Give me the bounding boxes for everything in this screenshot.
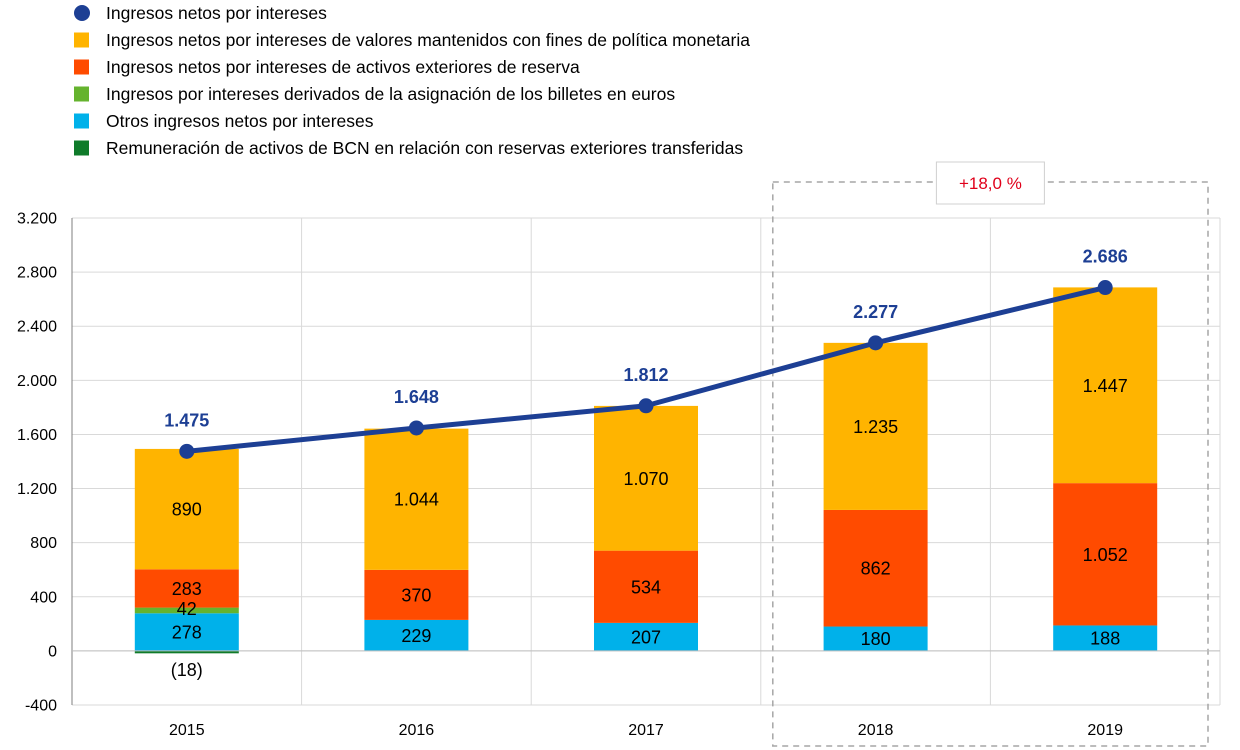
legend-label: Ingresos por intereses derivados de la a… [106,84,675,104]
y-tick-label: 2.800 [17,265,57,282]
y-tick-label: 800 [30,535,57,552]
bar-value-label: (18) [171,660,203,680]
annotation-label: +18,0 % [959,174,1022,193]
x-tick-label: 2016 [399,722,435,739]
legend: Ingresos netos por intereses Ingresos net… [74,3,750,158]
x-tick-label: 2018 [858,722,894,739]
line-point [408,420,424,436]
bar-value-label: 1.447 [1083,376,1128,396]
bar-segment [134,569,239,608]
bar-value-label: 534 [631,577,661,597]
x-tick-label: 2015 [169,722,205,739]
total-value-label: 2.686 [1083,247,1128,267]
bar-segment [1053,287,1158,484]
bar-value-label: 283 [172,579,202,599]
y-tick-label: 1.600 [17,427,57,444]
total-value-label: 1.475 [164,410,209,430]
bar-value-label: 1.044 [394,490,439,510]
y-tick-label: -400 [25,698,57,715]
y-tick-label: 2.000 [17,373,57,390]
bar-value-label: 1.070 [623,469,668,489]
total-line [179,280,1113,459]
bars [134,287,1158,654]
bar-segment [594,405,698,551]
y-tick-label: 2.400 [17,319,57,336]
total-value-label: 1.812 [623,365,668,385]
legend-label: Ingresos netos por intereses [106,3,327,23]
legend-marker-circle [74,5,90,21]
legend-swatch [74,140,89,156]
bar-segment [364,619,469,651]
y-tick-label: 3.200 [17,211,57,228]
legend-label: Remuneración de activos de BCN en relaci… [106,138,743,158]
annotation-dashed-box [772,181,1209,747]
bar-value-label: 370 [401,585,431,605]
line-point [179,443,195,459]
bar-value-label: 1.052 [1083,545,1128,565]
bar-segment [594,550,698,623]
bar-value-label: 42 [177,599,197,619]
bar-value-label: 862 [861,559,891,579]
y-tick-label: 400 [30,589,57,606]
axes: -400 0 400 800 1.200 1.600 2.000 2.400 2.800 3.20… [17,211,1220,739]
bar-value-label: 1.235 [853,417,898,437]
bar-segment [823,509,928,627]
bar-segment [134,613,239,651]
bar-segment [823,626,928,651]
legend-label: Otros ingresos netos por intereses [106,111,374,131]
x-tick-label: 2019 [1087,722,1123,739]
bar-segment [134,607,239,614]
bar-segment [134,650,239,654]
bar-segment [594,622,698,651]
bar-value-label: 207 [631,627,661,647]
total-value-label: 2.277 [853,302,898,322]
legend-swatch [74,113,89,129]
line-point [868,335,884,351]
bar-segment [1053,625,1158,651]
legend-swatch [74,32,89,48]
line-point [1097,280,1113,296]
bar-value-label: 180 [861,629,891,649]
legend-swatch [74,86,89,102]
legend-label: Ingresos netos por intereses de valores … [106,30,750,50]
line-point [638,398,654,414]
bar-value-label: 188 [1090,629,1120,649]
bar-segment [1053,483,1158,626]
bar-segment [823,342,928,510]
legend-label: Ingresos netos por intereses de activos … [106,57,580,77]
bar-value-label: 890 [172,500,202,520]
y-tick-label: 0 [48,643,57,660]
bar-value-label: 229 [401,626,431,646]
x-tick-label: 2017 [628,722,664,739]
total-value-label: 1.648 [394,387,439,407]
bar-segment [134,448,239,570]
annotation-label-box [935,161,1045,205]
y-tick-label: 1.200 [17,481,57,498]
annotation-box: +18,0 % [772,161,1209,747]
bar-value-label: 278 [172,623,202,643]
bar-segment [364,569,469,620]
legend-swatch [74,59,89,75]
bar-segment [364,428,469,570]
